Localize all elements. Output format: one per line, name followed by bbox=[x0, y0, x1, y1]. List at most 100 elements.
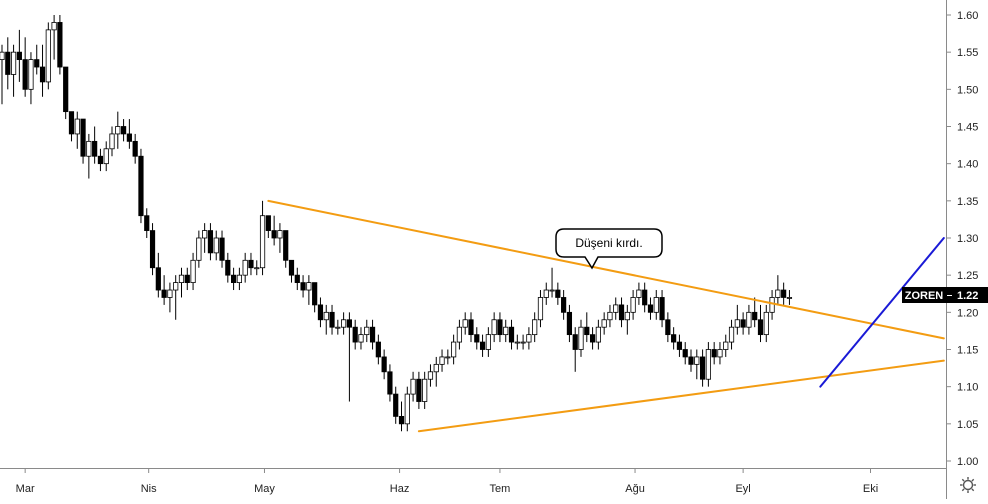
candle bbox=[173, 275, 179, 320]
candle-body-up bbox=[28, 59, 34, 90]
candle bbox=[312, 282, 318, 313]
candle-body-up bbox=[259, 215, 266, 269]
settings-icon[interactable] bbox=[960, 477, 976, 493]
price-tick-label: 1.10 bbox=[957, 382, 978, 394]
candle bbox=[271, 215, 277, 246]
candle-body-down bbox=[39, 66, 46, 83]
candle-body-up bbox=[74, 118, 80, 135]
candle-body-up bbox=[630, 297, 636, 313]
candle-body-down bbox=[138, 155, 144, 217]
candle-body-up bbox=[10, 51, 17, 75]
candle-body-down bbox=[283, 230, 289, 261]
candle bbox=[491, 312, 497, 343]
candle bbox=[728, 319, 735, 350]
candle bbox=[653, 290, 659, 320]
candle-body-down bbox=[132, 140, 138, 157]
candle bbox=[213, 230, 219, 261]
candle bbox=[508, 319, 515, 350]
candle bbox=[34, 44, 40, 75]
candle bbox=[219, 230, 225, 268]
candle-body-up bbox=[51, 22, 57, 31]
candle-body-down bbox=[781, 289, 787, 298]
candle bbox=[45, 22, 51, 90]
candle-body-down bbox=[398, 415, 405, 425]
candle bbox=[717, 342, 723, 365]
support-trendline[interactable] bbox=[417, 359, 945, 433]
candle bbox=[346, 312, 353, 402]
candle bbox=[126, 119, 132, 149]
price-tick-label: 1.25 bbox=[957, 270, 978, 282]
candle bbox=[433, 356, 439, 387]
candle-body-up bbox=[526, 334, 532, 343]
candle-body-up bbox=[549, 289, 555, 292]
candle-body-up bbox=[543, 289, 549, 298]
symbol-label: ZOREN bbox=[905, 290, 944, 302]
candle-body-up bbox=[173, 282, 179, 291]
candle bbox=[103, 141, 109, 172]
candle bbox=[63, 66, 69, 120]
candle bbox=[283, 230, 289, 268]
time-tick-label: Ağu bbox=[625, 483, 645, 495]
candle bbox=[144, 208, 150, 238]
candle-body-down bbox=[352, 326, 358, 343]
candle-body-down bbox=[80, 118, 86, 157]
candle bbox=[595, 319, 601, 350]
candle bbox=[578, 319, 584, 357]
candle-body-up bbox=[439, 356, 445, 365]
rising-trendline[interactable] bbox=[819, 237, 945, 388]
candle-body-down bbox=[294, 274, 300, 283]
candle bbox=[16, 29, 22, 82]
candle bbox=[699, 349, 706, 387]
candle-body-down bbox=[682, 349, 688, 358]
price-axis[interactable]: 1.00 1.05 1.10 1.15 1.20 1.25 1.30 1.35 1.40 1.45… bbox=[946, 10, 978, 468]
candle bbox=[427, 364, 434, 387]
candle bbox=[485, 327, 491, 357]
candle bbox=[589, 327, 596, 350]
candle-body-down bbox=[288, 259, 295, 276]
trendlines-layer[interactable] bbox=[267, 199, 945, 433]
candle-body-down bbox=[230, 274, 237, 283]
annotation-bubble bbox=[555, 228, 663, 270]
candle bbox=[688, 349, 694, 372]
candle bbox=[618, 297, 625, 328]
candle-body-up bbox=[45, 29, 51, 83]
candle bbox=[462, 312, 468, 335]
candle bbox=[10, 44, 17, 97]
candle-body-down bbox=[647, 304, 654, 313]
candle bbox=[86, 133, 92, 179]
candle bbox=[468, 312, 474, 343]
candle-body-up bbox=[427, 371, 434, 380]
price-tick-label: 1.30 bbox=[957, 233, 978, 245]
time-axis[interactable]: Mar Nis May Haz Tem Ağu Eyl Eki bbox=[16, 468, 878, 495]
candle bbox=[451, 334, 457, 365]
annotation-callout[interactable]: Düşeni kırdı. bbox=[555, 228, 663, 270]
candle-body-down bbox=[329, 311, 335, 328]
price-tick-label: 1.35 bbox=[957, 196, 978, 208]
candle bbox=[665, 312, 671, 343]
candle-body-down bbox=[219, 237, 225, 261]
candle bbox=[202, 223, 208, 253]
candle-body-up bbox=[624, 311, 630, 321]
candle-body-up bbox=[503, 326, 509, 336]
time-tick-label: Eyl bbox=[735, 483, 750, 495]
candle bbox=[757, 304, 764, 343]
candle-body-up bbox=[306, 282, 312, 291]
candle-body-down bbox=[665, 319, 671, 336]
falling-trendline[interactable] bbox=[267, 199, 945, 340]
candle bbox=[740, 312, 746, 335]
candle-body-up bbox=[717, 349, 723, 358]
time-tick-label: Mar bbox=[16, 483, 35, 495]
candle bbox=[190, 252, 196, 291]
candle-body-down bbox=[468, 319, 474, 336]
candle-body-down bbox=[149, 230, 156, 269]
candle bbox=[584, 312, 590, 343]
time-tick-label: Haz bbox=[390, 483, 410, 495]
candle bbox=[294, 267, 300, 291]
candle-body-down bbox=[393, 393, 399, 417]
candle bbox=[613, 297, 619, 320]
candle-body-down bbox=[416, 378, 422, 402]
time-tick-label: Nis bbox=[141, 483, 157, 495]
candle-body-down bbox=[300, 282, 306, 291]
